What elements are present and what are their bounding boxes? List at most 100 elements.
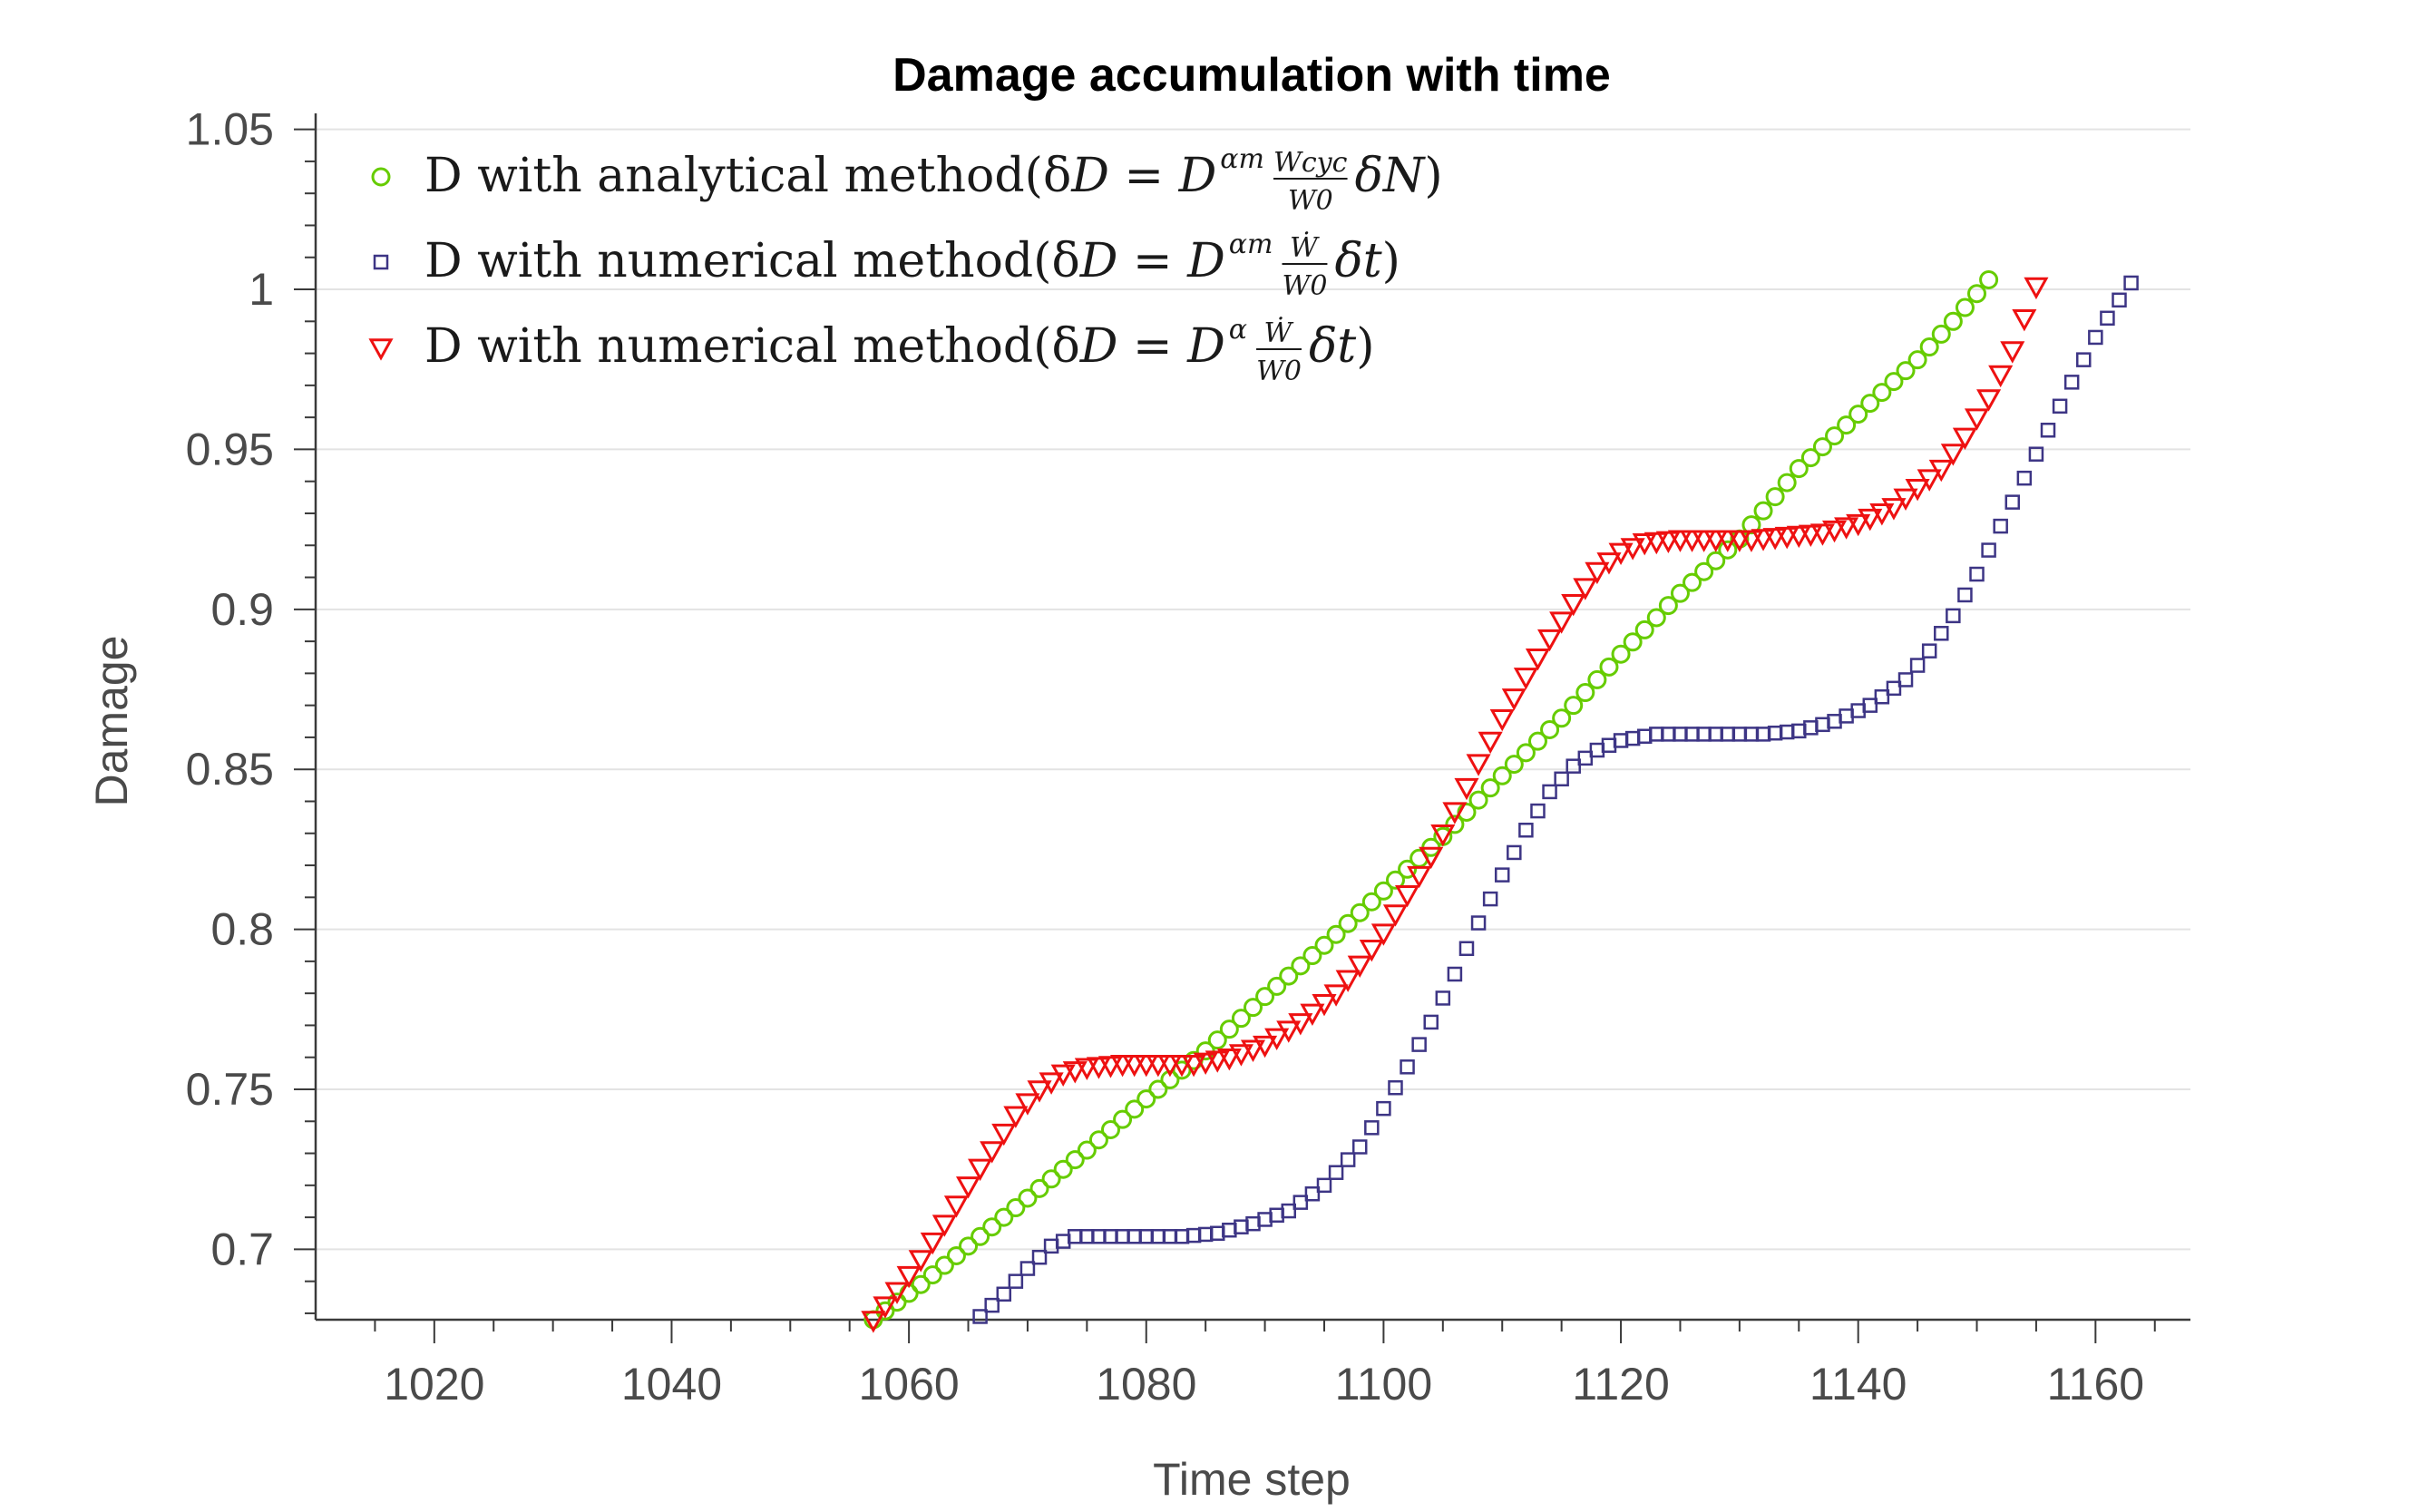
series-marker-triangle [884,1282,910,1304]
legend-label: D with numerical method(δD = D [424,319,1225,374]
series-marker-triangle [1952,427,1977,450]
series-marker-triangle [896,1265,922,1289]
series-marker-triangle [1312,993,1337,1017]
series-marker-circle [1575,683,1595,703]
series-marker-triangle [1015,1093,1040,1116]
series-marker-square [1518,822,1534,838]
series-marker-triangle [1513,668,1538,690]
series-marker-triangle [1501,688,1527,711]
series-marker-circle [1884,372,1904,392]
series-marker-triangle [1596,552,1622,575]
series-marker-circle [1848,405,1868,424]
series-marker-triangle [2012,309,2037,332]
series-marker-circle [1658,596,1678,616]
series-marker-square [1886,680,1902,697]
series-marker-square [2076,352,2092,367]
series-marker-circle [1943,311,1963,331]
series-marker-circle [1314,935,1334,955]
series-marker-circle [1931,324,1951,344]
series-marker-square [1304,1185,1321,1202]
series-marker-triangle [1489,709,1515,732]
series-marker-square [2016,470,2033,486]
series-marker-triangle [368,338,394,361]
series-marker-square [1376,1100,1391,1117]
series-marker-square [1981,542,1996,558]
series-marker-triangle [1537,629,1563,652]
series-marker-square [1969,566,1985,582]
series-marker-triangle [1276,1020,1302,1043]
series-marker-circle [1753,501,1773,521]
series-marker-circle [1706,551,1726,571]
series-marker-square [1862,697,1878,713]
series-marker-square [996,1286,1012,1302]
series-marker-triangle [1347,955,1372,979]
series-marker-triangle [1050,1064,1076,1087]
series-marker-triangle [1264,1028,1290,1051]
series-marker-triangle [1370,923,1396,946]
series-marker-triangle [1620,538,1645,561]
series-marker-circle [1255,987,1275,1007]
series-marker-triangle [1205,1050,1230,1073]
x-tick-label: 1140 [1809,1359,1907,1410]
series-marker-triangle [1655,531,1681,554]
series-marker-triangle [2024,277,2049,300]
series-marker-circle [911,1274,931,1294]
series-marker-square [1447,966,1463,982]
series-marker-circle [1800,448,1820,468]
series-marker-circle [1741,515,1761,535]
series-marker-triangle [1917,469,1942,492]
series-marker-triangle [1478,731,1503,755]
series-marker-square [1423,1014,1439,1030]
series-marker-square [2040,423,2056,438]
x-tick-label: 1120 [1572,1359,1670,1410]
x-tick-label: 1060 [858,1359,959,1410]
series-marker-circle [1088,1130,1108,1150]
series-marker-triangle [1027,1080,1052,1103]
series-marker-triangle [1809,523,1835,546]
series-marker-circle [1125,1099,1145,1119]
series-marker-triangle [1216,1048,1242,1071]
legend-label: D with numerical method(δD = D [424,234,1225,288]
series-marker-square [1530,803,1546,819]
series-marker-triangle [1893,488,1918,511]
series-marker-square [1364,1120,1380,1136]
series-marker-square [2112,292,2127,308]
series-marker-triangle [991,1123,1017,1146]
series-marker-triangle [1846,513,1871,537]
series-marker-triangle [1632,532,1657,556]
series-marker-triangle [1858,508,1883,532]
series-marker-square [373,254,389,270]
series-marker-circle [1872,383,1892,403]
series-marker-square [1388,1079,1403,1096]
series-marker-square [1507,844,1522,861]
series-marker-square [972,1309,988,1324]
series-marker-triangle [2000,341,2025,364]
series-marker-square [1400,1059,1415,1075]
series-marker-triangle [873,1296,898,1319]
series-circle [863,269,1999,1330]
series-marker-triangle [1240,1039,1266,1062]
series-marker-triangle [1869,503,1895,526]
series-marker-square [2100,310,2115,327]
series-marker-circle [1136,1089,1156,1109]
series-marker-square [1921,643,1937,658]
series-marker-circle [922,1265,942,1285]
series-marker-triangle [1454,777,1479,801]
series-marker-square [2088,329,2103,346]
series-marker-circle [1302,946,1322,966]
series-marker-square [1897,672,1914,688]
series-marker-circle [1244,998,1263,1018]
series-marker-circle [1694,561,1714,581]
series-marker-circle [1907,350,1927,370]
series-marker-circle [1812,437,1832,457]
series-marker-triangle [1228,1044,1253,1067]
series-marker-circle [1683,572,1702,592]
series-marker-triangle [1407,865,1432,889]
series-marker-square [2063,375,2080,390]
series-marker-triangle [1359,940,1384,962]
series-marker-triangle [1644,532,1669,555]
series-marker-triangle [1525,648,1551,671]
series-marker-circle [946,1245,966,1265]
legend-label: D with analytical method(δD = D [424,149,1216,203]
